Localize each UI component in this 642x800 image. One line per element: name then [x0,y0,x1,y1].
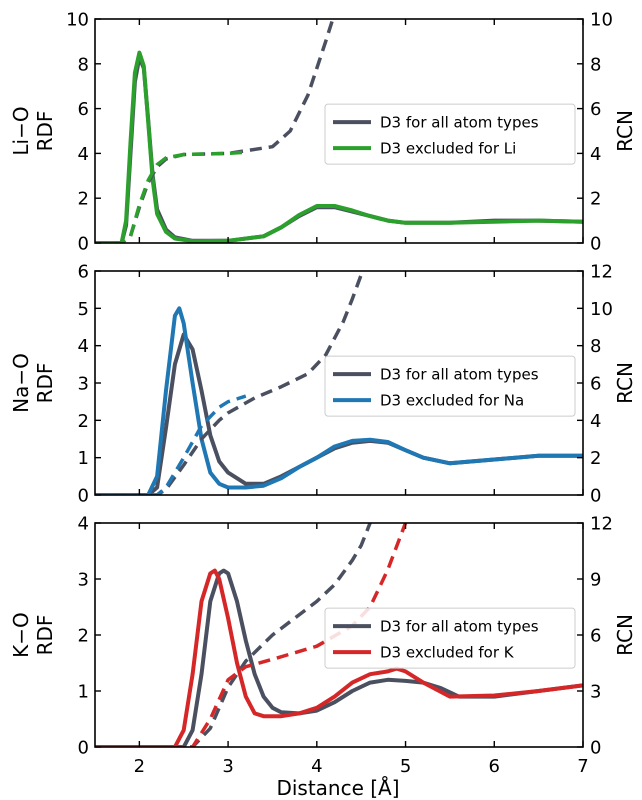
x-tick-label: 7 [577,756,588,777]
na-o-ytick-label-left: 6 [78,262,89,283]
na-o-ytick-label-left: 1 [78,448,89,469]
na-o-series-na-rdf [95,306,583,495]
na-o-ytick-label-right: 8 [590,336,601,357]
li-o-legend-label: D3 excluded for Li [380,140,516,158]
na-o-series-na-rcn [95,394,247,495]
li-o-panel: 0 2 4 6 8 10 0 2 4 6 8 10 Li−ORDF RCN D3 for all atom … [9,10,637,255]
k-o-series-all_atoms-rdf [95,568,583,747]
k-o-ytick-label-right: 12 [590,514,613,535]
li-o-legend-label: D3 for all atom types [380,114,539,132]
li-o-ytick-label-right: 2 [590,189,601,210]
li-o-ytick-label-left: 4 [78,144,89,165]
na-o-ytick-label-right: 2 [590,448,601,469]
k-o-ytick-label-left: 2 [78,626,89,647]
na-o-series-group [95,274,583,495]
na-o-ytick-label-right: 6 [590,374,601,395]
li-o-ylabel-left: Li−ORDF [9,106,57,155]
li-o-ytick-label-left: 0 [78,234,89,255]
li-o-ylabel-right: RCN [613,110,637,152]
li-o-series-li-rcn [95,150,246,243]
na-o-ytick-label-left: 5 [78,299,89,320]
na-o-legend-box [324,355,576,417]
li-o-ytick-label-left: 10 [66,10,89,31]
x-axis-label: Distance [Å] [276,776,399,800]
na-o-ytick-label-right: 12 [590,262,613,283]
na-o-ytick-label-right: 0 [590,486,601,507]
k-o-ytick-label-right: 3 [590,682,601,703]
k-o-ytick-label-left: 3 [78,570,89,591]
k-o-ylabel-left: K−ORDF [9,612,57,658]
li-o-legend: D3 for all atom types D3 excluded for Li [324,103,576,165]
na-o-ylabel-left: Na−ORDF [9,353,57,413]
na-o-ytick-label-right: 10 [590,299,613,320]
na-o-ytick-label-left: 0 [78,486,89,507]
k-o-ytick-label-left: 0 [78,738,89,759]
k-o-series-group [95,523,583,747]
li-o-ytick-label-right: 8 [590,54,601,75]
li-o-ytick-label-left: 8 [78,54,89,75]
k-o-legend-box [324,607,576,669]
k-o-ytick-label-right: 0 [590,738,601,759]
na-o-ytick-label-left: 3 [78,374,89,395]
li-o-axes-frame [94,18,584,244]
na-o-ytick-label-right: 4 [590,411,601,432]
na-o-legend-label: D3 for all atom types [380,366,539,384]
li-o-legend-box [324,103,576,165]
li-o-ytick-label-left: 6 [78,99,89,120]
x-tick-label: 2 [134,756,145,777]
li-o-ytick-label-left: 2 [78,189,89,210]
k-o-legend-label: D3 excluded for K [380,644,515,662]
li-o-ytick-label-right: 6 [590,99,601,120]
na-o-ytick-label-left: 2 [78,411,89,432]
k-o-ytick-label-left: 1 [78,682,89,703]
li-o-ytick-label-right: 4 [590,144,601,165]
x-tick-label: 3 [222,756,233,777]
na-o-ylabel-right: RCN [613,362,637,404]
na-o-legend-label: D3 excluded for Na [380,392,524,410]
na-o-series-all_atoms-rcn [95,274,363,495]
k-o-series-k-rdf [95,568,583,747]
na-o-ytick-label-left: 4 [78,336,89,357]
li-o-ytick-label-right: 0 [590,234,601,255]
x-tick-label: 4 [311,756,322,777]
na-o-legend: D3 for all atom types D3 excluded for Na [324,355,576,417]
k-o-legend: D3 for all atom types D3 excluded for K [324,607,576,669]
li-o-ytick-label-right: 10 [590,10,613,31]
x-tick-label: 6 [489,756,500,777]
k-o-series-k-rcn [95,523,408,747]
x-tick-label: 5 [400,756,411,777]
k-o-ytick-label-left: 4 [78,514,89,535]
k-o-legend-label: D3 for all atom types [380,618,539,636]
k-o-ytick-label-right: 9 [590,570,601,591]
k-o-series-all_atoms-rcn [95,523,372,747]
k-o-ytick-label-right: 6 [590,626,601,647]
k-o-ylabel-right: RCN [613,614,637,656]
